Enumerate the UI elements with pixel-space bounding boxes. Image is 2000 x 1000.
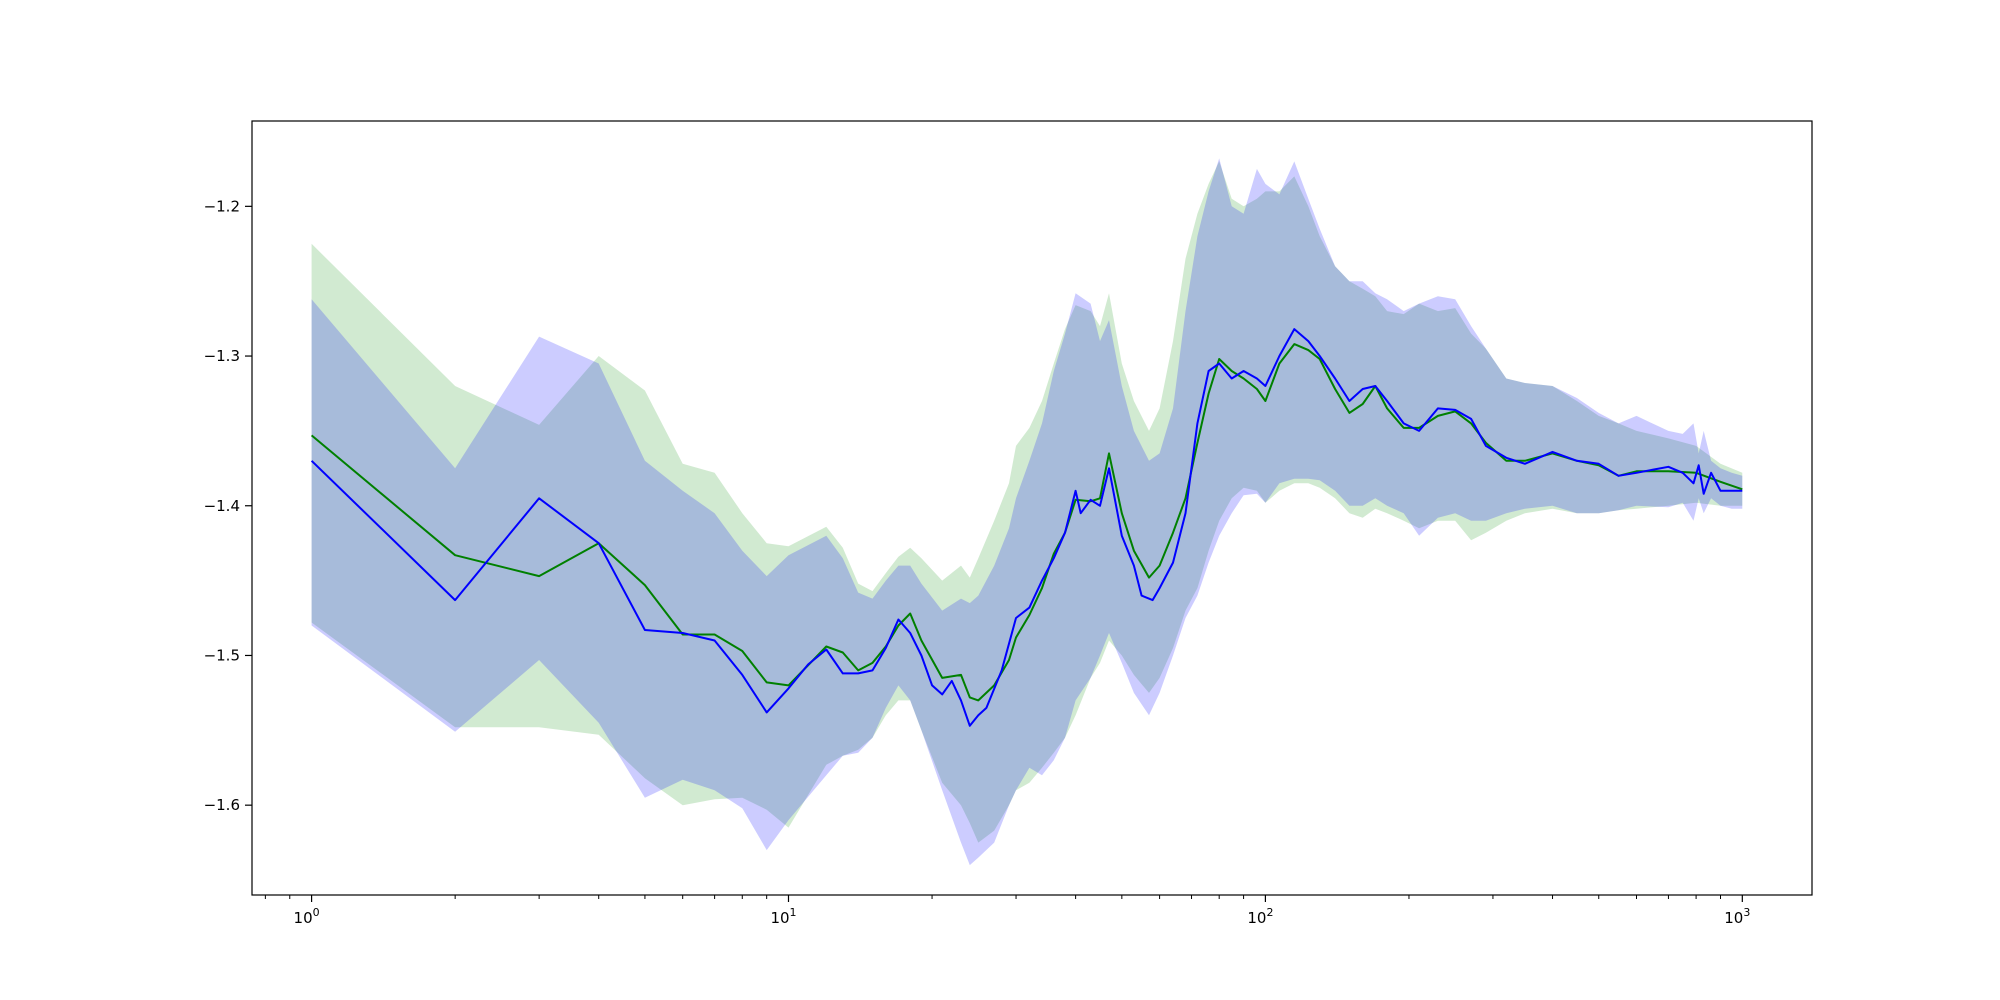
- series-lines: [310, 328, 1743, 727]
- x-tick-label: 100: [294, 906, 320, 927]
- y-tick-label: −1.4: [204, 497, 240, 515]
- plot-area-frame: [251, 120, 1813, 896]
- confidence-bands: [311, 158, 1743, 866]
- y-axis: −1.6 −1.5 −1.4 −1.3 −1.2: [204, 197, 252, 814]
- series-1-line: [310, 343, 1743, 702]
- y-tick-label: −1.2: [204, 197, 240, 215]
- x-tick-label: 102: [1247, 906, 1273, 927]
- y-tick-label: −1.6: [204, 796, 240, 814]
- x-tick-label: 103: [1724, 906, 1750, 927]
- series-2-line: [310, 328, 1743, 727]
- x-axis: 100 101 102 103: [264, 895, 1750, 927]
- series-2-band: [311, 158, 1743, 866]
- y-tick-label: −1.5: [204, 646, 240, 664]
- series-1-band: [311, 161, 1743, 843]
- x-tick-label: 101: [770, 906, 796, 927]
- y-tick-label: −1.3: [204, 347, 240, 365]
